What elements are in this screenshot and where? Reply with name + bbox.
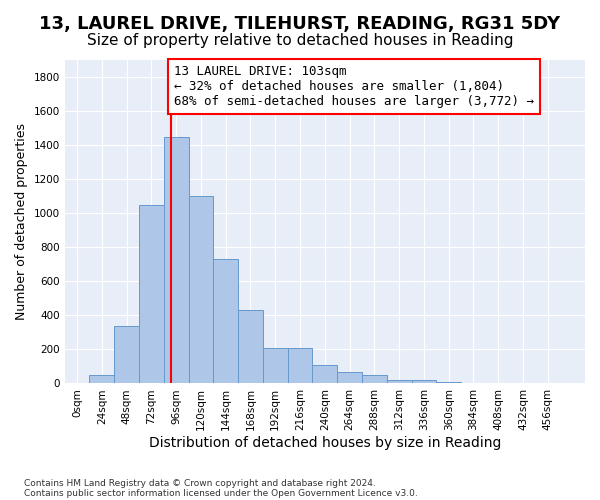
- Bar: [188, 196, 214, 384]
- Text: 13, LAUREL DRIVE, TILEHURST, READING, RG31 5DY: 13, LAUREL DRIVE, TILEHURST, READING, RG…: [40, 15, 560, 33]
- X-axis label: Distribution of detached houses by size in Reading: Distribution of detached houses by size …: [149, 436, 501, 450]
- Text: Contains public sector information licensed under the Open Government Licence v3: Contains public sector information licen…: [24, 488, 418, 498]
- Bar: [337, 372, 362, 384]
- Bar: [114, 326, 139, 384]
- Bar: [263, 348, 287, 384]
- Bar: [436, 382, 461, 384]
- Text: Contains HM Land Registry data © Crown copyright and database right 2024.: Contains HM Land Registry data © Crown c…: [24, 478, 376, 488]
- Bar: [287, 348, 313, 384]
- Text: Size of property relative to detached houses in Reading: Size of property relative to detached ho…: [87, 32, 513, 48]
- Bar: [412, 380, 436, 384]
- Text: 13 LAUREL DRIVE: 103sqm
← 32% of detached houses are smaller (1,804)
68% of semi: 13 LAUREL DRIVE: 103sqm ← 32% of detache…: [174, 65, 534, 108]
- Bar: [313, 364, 337, 384]
- Bar: [387, 380, 412, 384]
- Y-axis label: Number of detached properties: Number of detached properties: [15, 123, 28, 320]
- Bar: [362, 375, 387, 384]
- Bar: [164, 136, 188, 384]
- Bar: [139, 204, 164, 384]
- Bar: [214, 259, 238, 384]
- Bar: [238, 310, 263, 384]
- Bar: [89, 375, 114, 384]
